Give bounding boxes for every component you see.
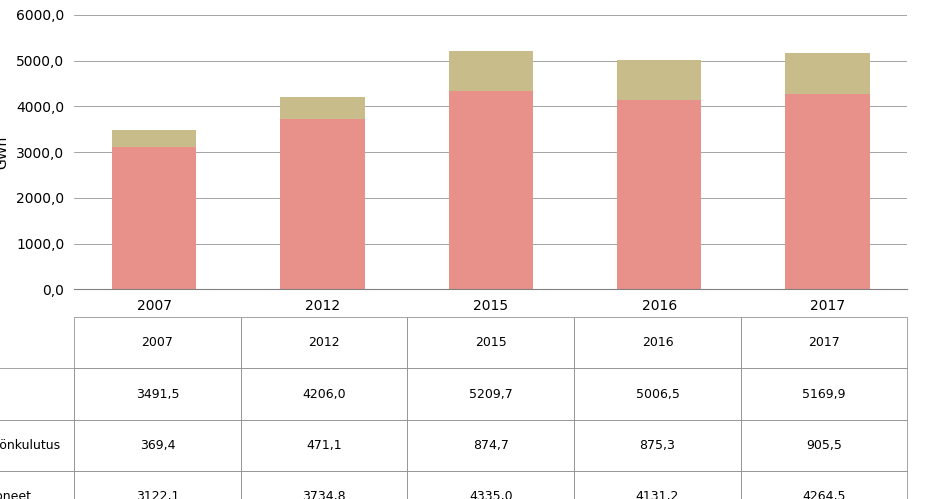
Bar (449, 51, 532, 91)
Bar (785, 53, 870, 94)
Bar (281, 97, 365, 119)
Bar (112, 130, 196, 147)
Bar (617, 60, 701, 100)
Bar (281, 119, 365, 289)
Bar (617, 100, 701, 289)
Y-axis label: GWh: GWh (0, 136, 9, 169)
Bar (785, 94, 870, 289)
Bar (449, 91, 532, 289)
Bar (112, 147, 196, 289)
